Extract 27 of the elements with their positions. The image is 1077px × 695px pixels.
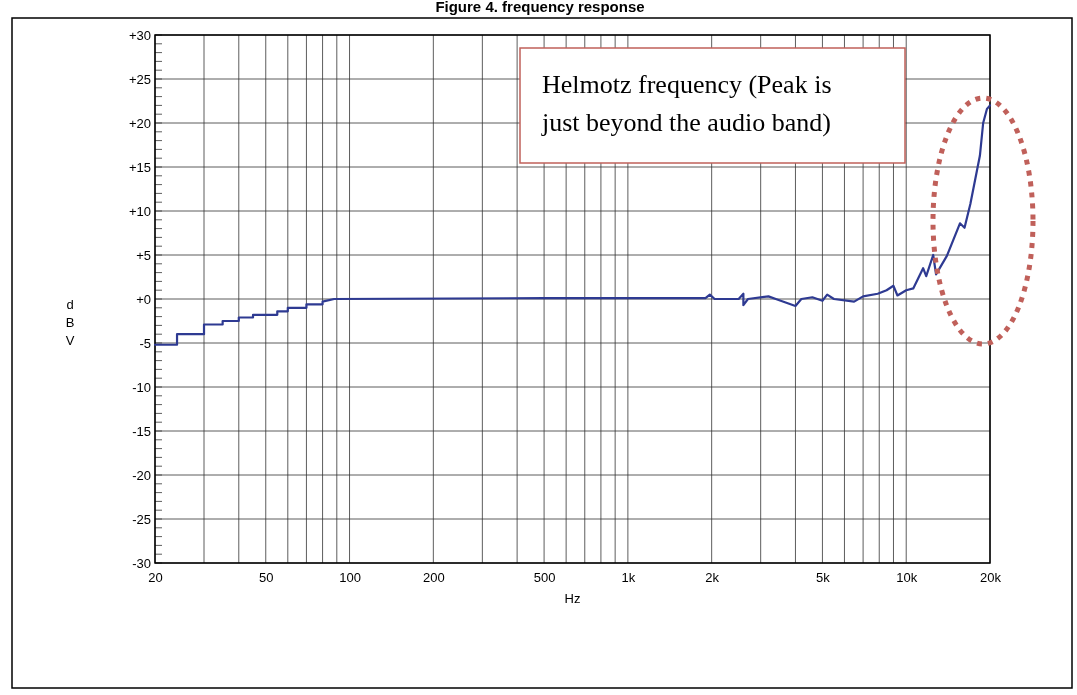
x-tick-label: 100 bbox=[339, 570, 361, 586]
y-tick-label: -15 bbox=[132, 423, 151, 439]
y-axis-title: dBV bbox=[65, 297, 75, 348]
y-tick-label: -5 bbox=[139, 335, 151, 351]
x-tick-label: 2k bbox=[705, 570, 720, 586]
x-tick-label: 1k bbox=[621, 570, 636, 586]
y-tick-label: +25 bbox=[128, 71, 151, 87]
x-axis-title: Hz bbox=[564, 591, 581, 606]
y-tick-label: -10 bbox=[132, 379, 151, 395]
x-tick-label: 50 bbox=[259, 570, 274, 586]
y-tick-label: -30 bbox=[132, 555, 151, 571]
x-tick-label: 200 bbox=[422, 570, 445, 586]
x-tick-label: 20k bbox=[980, 570, 1002, 586]
x-tick-label: 20 bbox=[148, 570, 163, 586]
y-tick-label: +0 bbox=[136, 291, 151, 307]
y-tick-label: +20 bbox=[128, 115, 151, 131]
x-tick-label: 500 bbox=[533, 570, 556, 586]
y-tick-label: +15 bbox=[128, 159, 151, 175]
y-tick-label: +10 bbox=[128, 203, 151, 219]
annotation: Helmotz frequency (Peak is just beyond the audio band) bbox=[541, 70, 832, 137]
y-tick-label: -20 bbox=[132, 467, 151, 483]
x-tick-label: 10k bbox=[896, 570, 918, 586]
chart-title: Figure 4. frequency response bbox=[435, 0, 645, 15]
y-tick-label: +30 bbox=[128, 27, 151, 43]
y-tick-label: +5 bbox=[136, 247, 151, 263]
x-tick-label: 5k bbox=[816, 570, 831, 586]
y-tick-label: -25 bbox=[132, 511, 151, 527]
